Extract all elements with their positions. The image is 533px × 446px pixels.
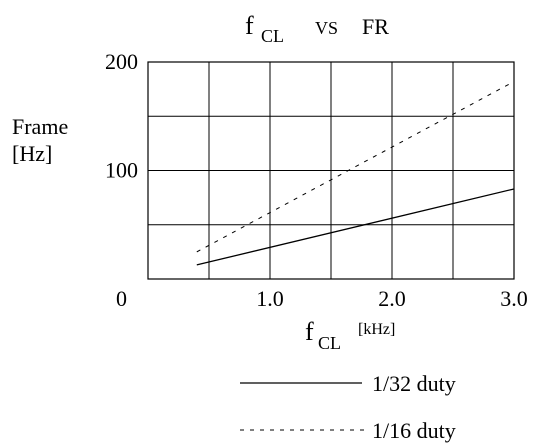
x-tick-labels: 1.0 2.0 3.0 xyxy=(256,286,528,311)
x-origin-label: 0 xyxy=(116,286,127,311)
legend: 1/32 duty 1/16 duty xyxy=(240,371,456,443)
chart-title-vs: VS xyxy=(315,18,338,38)
x-axis-label-sub: CL xyxy=(318,333,341,353)
x-tick-label-1: 2.0 xyxy=(378,286,406,311)
x-axis-label-main: f xyxy=(305,317,314,346)
y-tick-label-1: 100 xyxy=(105,158,138,183)
legend-label-1: 1/32 duty xyxy=(372,371,456,396)
y-tick-labels: 200 100 xyxy=(105,49,138,183)
legend-label-2: 1/16 duty xyxy=(372,418,456,443)
x-axis-label-unit: [kHz] xyxy=(358,321,395,338)
x-tick-label-0: 1.0 xyxy=(256,286,284,311)
grid xyxy=(147,61,515,280)
plot-frame xyxy=(147,61,515,280)
chart-title-sub: CL xyxy=(261,26,284,46)
chart-title-f: f xyxy=(245,11,254,40)
chart-title-fr: FR xyxy=(362,14,389,39)
series xyxy=(196,81,515,266)
series-line-2 xyxy=(196,81,515,253)
y-axis-label-line1: Frame xyxy=(12,114,68,139)
series-line-1 xyxy=(196,188,515,266)
y-axis-label-line2: [Hz] xyxy=(12,141,52,166)
x-tick-label-2: 3.0 xyxy=(500,286,528,311)
y-tick-label-0: 200 xyxy=(105,49,138,74)
